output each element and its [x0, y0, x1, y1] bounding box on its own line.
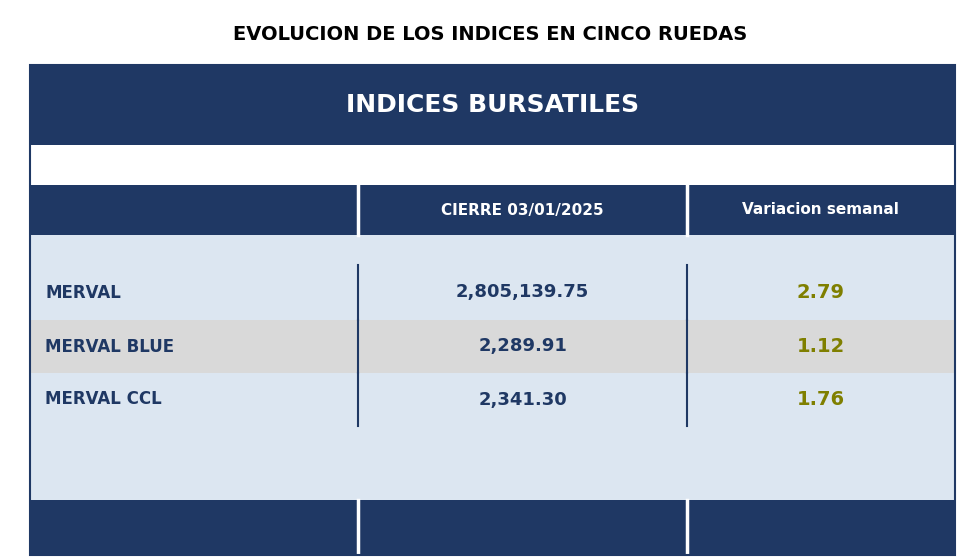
Text: EVOLUCION DE LOS INDICES EN CINCO RUEDAS: EVOLUCION DE LOS INDICES EN CINCO RUEDAS: [233, 26, 747, 45]
Text: Variacion semanal: Variacion semanal: [743, 203, 900, 218]
Text: 2,289.91: 2,289.91: [478, 338, 567, 355]
Text: 1.76: 1.76: [797, 390, 845, 409]
Text: MERVAL: MERVAL: [45, 283, 121, 301]
Text: 2.79: 2.79: [797, 283, 845, 302]
Text: INDICES BURSATILES: INDICES BURSATILES: [346, 93, 639, 117]
Text: 2,805,139.75: 2,805,139.75: [456, 283, 589, 301]
Text: CIERRE 03/01/2025: CIERRE 03/01/2025: [441, 203, 604, 218]
Text: MERVAL BLUE: MERVAL BLUE: [45, 338, 174, 355]
Text: 1.12: 1.12: [797, 337, 845, 356]
Text: MERVAL CCL: MERVAL CCL: [45, 391, 162, 408]
Text: 2,341.30: 2,341.30: [478, 391, 567, 408]
